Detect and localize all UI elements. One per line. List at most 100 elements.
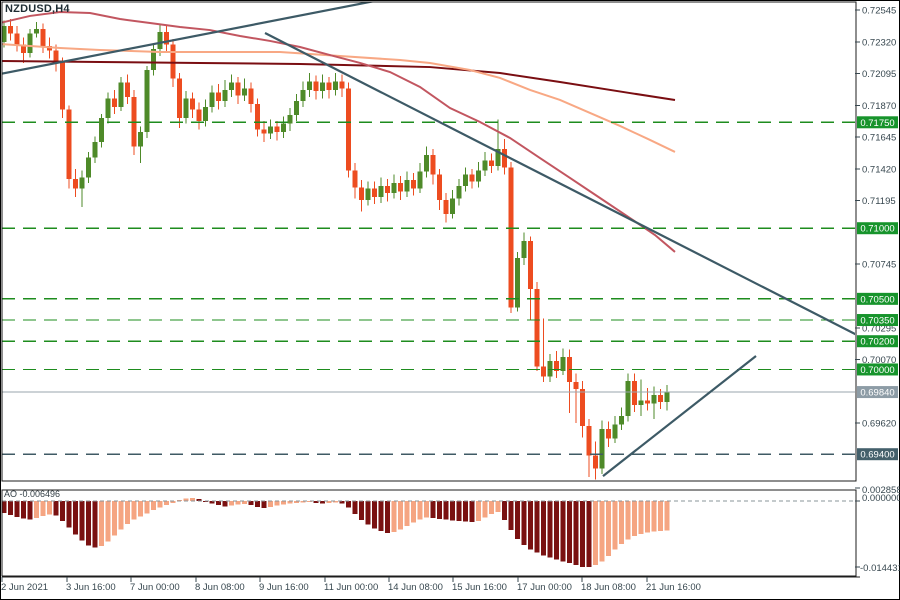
ao-bar (40, 501, 46, 517)
ao-bar (274, 501, 280, 506)
candle-body (476, 170, 481, 182)
candle-body (398, 183, 403, 192)
candle-body (443, 199, 449, 215)
main-chart-frame (1, 1, 857, 482)
candle-body (365, 188, 371, 200)
level-label-text: 0.71000 (860, 224, 894, 235)
ao-bar (151, 501, 156, 511)
ao-bar (8, 501, 13, 516)
time-axis: 2 Jun 2021 3 Jun 16:00 7 Jun 00:00 8 Jun 08… (1, 577, 701, 593)
ao-bar (534, 501, 540, 553)
ao-bar (287, 501, 293, 504)
candle-body (144, 70, 150, 133)
candle-body (151, 48, 156, 71)
candle-body (482, 160, 488, 171)
ao-bar (625, 501, 631, 540)
candle-body (281, 123, 286, 133)
price-tick-label: 0.72095 (862, 69, 896, 80)
candle-body (183, 98, 189, 119)
ao-bar (521, 501, 527, 545)
ascending-trendline-long[interactable] (0, 0, 380, 75)
trendlines-layer (0, 0, 857, 477)
candle-body (112, 98, 117, 107)
ao-bar (333, 501, 338, 503)
candle-body (541, 366, 546, 377)
ao-bar (580, 501, 585, 567)
ao-bar (268, 501, 273, 507)
candle-body (417, 171, 423, 189)
candle-body (14, 33, 20, 45)
ao-bar (92, 501, 98, 548)
level-label-box (857, 222, 898, 235)
time-tick-label: 15 Jun 16:00 (452, 582, 507, 593)
ao-bar (131, 501, 137, 520)
ma-maroon-slow (2, 60, 676, 101)
ao-bar (66, 501, 72, 528)
candle-body (404, 180, 410, 192)
ao-bar (79, 501, 85, 541)
candle-body (300, 89, 306, 102)
price-tick-label: 0.71645 (862, 133, 896, 144)
ao-bar (528, 501, 533, 550)
level-label-text: 0.70000 (860, 365, 894, 376)
candle-body (203, 106, 208, 121)
candle-body (560, 356, 566, 371)
ao-bar (417, 501, 423, 520)
candle-body (521, 240, 527, 258)
candle-body (66, 109, 72, 179)
ao-bar (235, 501, 241, 505)
ao-bar (294, 501, 299, 503)
candle-body (131, 96, 137, 147)
candle-body (40, 29, 46, 47)
ao-bar (105, 501, 111, 542)
ao-panel (2, 497, 670, 567)
candle-body (411, 180, 416, 189)
candle-body (53, 50, 59, 62)
ao-bar (365, 501, 371, 525)
candle-body (209, 92, 215, 107)
ao-bar (482, 501, 488, 518)
ascending-trendline-short[interactable] (602, 355, 757, 477)
price-tick-label: 0.69620 (862, 419, 896, 430)
ao-bar (320, 501, 325, 504)
candle-body (157, 31, 163, 49)
ao-indicator-label: AO -0.006496 (4, 489, 61, 499)
ao-max-label: 0.002858 (862, 485, 900, 496)
time-tick-label: 11 Jun 00:00 (324, 582, 378, 593)
candle-body (372, 188, 377, 198)
ao-bar (567, 501, 572, 564)
ao-bar (326, 501, 332, 503)
ao-bar (593, 501, 598, 565)
candle-body (664, 392, 670, 402)
candle-body (528, 240, 533, 289)
ao-bar (502, 501, 507, 521)
candle-body (469, 174, 475, 182)
ao-bar (495, 501, 501, 512)
candle-body (105, 98, 111, 119)
candle-body (430, 154, 436, 175)
ao-bar (190, 497, 195, 501)
ao-bar (60, 501, 65, 522)
candle-body (612, 424, 618, 439)
level-label-box (857, 363, 898, 376)
candle-body (339, 81, 345, 89)
ao-bar (586, 501, 592, 567)
candle-body (34, 29, 39, 34)
ao-panel-frame (1, 489, 857, 577)
candle-body (196, 109, 202, 121)
candle-body (502, 149, 507, 168)
candle-body (456, 185, 462, 199)
descending-trendline[interactable] (264, 32, 857, 336)
ao-bar (2, 501, 7, 513)
candle-body (99, 118, 104, 143)
candle-body (320, 82, 325, 92)
ao-bar (14, 501, 20, 517)
time-tick-label: 8 Jun 08:00 (195, 582, 245, 593)
ao-bar (554, 501, 559, 560)
price-tick-label: 0.71195 (862, 196, 896, 207)
candle-body (216, 92, 221, 102)
ao-bar (651, 501, 657, 532)
candle-body (235, 82, 241, 96)
candle-body (586, 425, 592, 456)
